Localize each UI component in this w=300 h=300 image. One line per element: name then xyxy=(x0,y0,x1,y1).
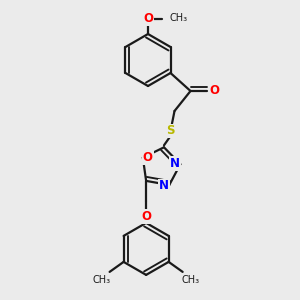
Text: O: O xyxy=(143,151,153,164)
Text: CH₃: CH₃ xyxy=(170,13,188,23)
Text: O: O xyxy=(141,210,151,224)
Text: CH₃: CH₃ xyxy=(182,275,200,285)
Text: CH₃: CH₃ xyxy=(93,275,111,285)
Text: N: N xyxy=(159,179,169,193)
Text: O: O xyxy=(143,13,153,26)
Text: O: O xyxy=(209,83,220,97)
Text: S: S xyxy=(166,124,175,137)
Text: N: N xyxy=(170,157,180,170)
